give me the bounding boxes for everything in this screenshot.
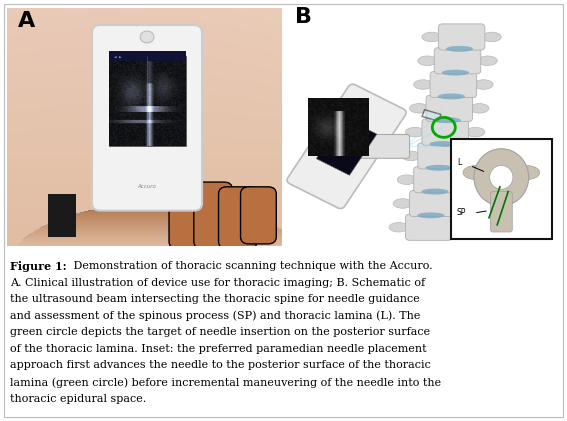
Ellipse shape — [429, 141, 457, 147]
FancyBboxPatch shape — [287, 84, 406, 208]
Ellipse shape — [458, 175, 477, 184]
Bar — [108, 56, 185, 147]
Ellipse shape — [462, 151, 481, 161]
FancyBboxPatch shape — [422, 119, 468, 145]
Ellipse shape — [422, 32, 441, 42]
Text: thoracic epidural space.: thoracic epidural space. — [10, 394, 146, 404]
Ellipse shape — [474, 80, 493, 89]
Ellipse shape — [417, 212, 445, 218]
Text: SP: SP — [456, 208, 466, 217]
Ellipse shape — [409, 104, 429, 113]
FancyBboxPatch shape — [405, 214, 452, 240]
Ellipse shape — [446, 46, 473, 52]
Text: Figure 1:: Figure 1: — [10, 261, 67, 272]
Circle shape — [140, 31, 154, 43]
Ellipse shape — [389, 222, 408, 232]
Ellipse shape — [466, 127, 485, 137]
Text: and assessment of the spinous process (SP) and thoracic lamina (L). The: and assessment of the spinous process (S… — [10, 311, 421, 321]
Ellipse shape — [454, 199, 472, 208]
Ellipse shape — [474, 149, 528, 206]
Ellipse shape — [490, 165, 513, 189]
Text: of the thoracic lamina. Inset: the preferred paramedian needle placement: of the thoracic lamina. Inset: the prefe… — [10, 344, 427, 354]
Ellipse shape — [414, 80, 433, 89]
Ellipse shape — [393, 199, 412, 208]
Ellipse shape — [512, 165, 540, 180]
Ellipse shape — [418, 56, 437, 66]
Text: L: L — [458, 158, 462, 168]
FancyBboxPatch shape — [194, 182, 232, 249]
Text: Demonstration of thoracic scanning technique with the Accuro.: Demonstration of thoracic scanning techn… — [70, 261, 432, 271]
FancyBboxPatch shape — [490, 192, 512, 232]
FancyBboxPatch shape — [169, 182, 208, 249]
Ellipse shape — [478, 56, 497, 66]
FancyBboxPatch shape — [418, 143, 464, 169]
Text: lamina (green circle) before incremental maneuvering of the needle into the: lamina (green circle) before incremental… — [10, 377, 441, 388]
Bar — [48, 194, 75, 237]
FancyBboxPatch shape — [438, 24, 485, 50]
FancyBboxPatch shape — [414, 167, 460, 193]
Text: green circle depicts the target of needle insertion on the posterior surface: green circle depicts the target of needl… — [10, 327, 430, 337]
FancyBboxPatch shape — [409, 190, 456, 216]
Bar — [451, 139, 552, 239]
FancyBboxPatch shape — [355, 134, 409, 158]
Ellipse shape — [449, 222, 468, 232]
Ellipse shape — [442, 69, 469, 76]
Ellipse shape — [463, 165, 490, 180]
Ellipse shape — [482, 32, 501, 42]
Text: ◀  ▶: ◀ ▶ — [114, 55, 122, 59]
Ellipse shape — [425, 165, 452, 171]
Ellipse shape — [434, 117, 461, 123]
FancyBboxPatch shape — [430, 72, 477, 98]
FancyArrow shape — [422, 110, 441, 121]
Ellipse shape — [397, 175, 416, 184]
Ellipse shape — [438, 93, 465, 99]
Text: B: B — [294, 7, 311, 27]
FancyBboxPatch shape — [240, 187, 276, 244]
Bar — [316, 117, 377, 175]
FancyBboxPatch shape — [434, 48, 481, 74]
FancyBboxPatch shape — [92, 25, 202, 210]
Text: A: A — [18, 11, 35, 32]
FancyBboxPatch shape — [426, 95, 472, 121]
Ellipse shape — [421, 189, 448, 195]
Text: the ultrasound beam intersecting the thoracic spine for needle guidance: the ultrasound beam intersecting the tho… — [10, 294, 420, 304]
Ellipse shape — [470, 104, 489, 113]
FancyBboxPatch shape — [218, 187, 257, 249]
Ellipse shape — [405, 127, 425, 137]
Text: A. Clinical illustration of device use for thoracic imaging; B. Schematic of: A. Clinical illustration of device use f… — [10, 277, 425, 288]
Bar — [108, 51, 185, 61]
Text: Accuro: Accuro — [138, 184, 156, 189]
Ellipse shape — [401, 151, 421, 161]
Text: approach first advances the needle to the posterior surface of the thoracic: approach first advances the needle to th… — [10, 360, 431, 370]
